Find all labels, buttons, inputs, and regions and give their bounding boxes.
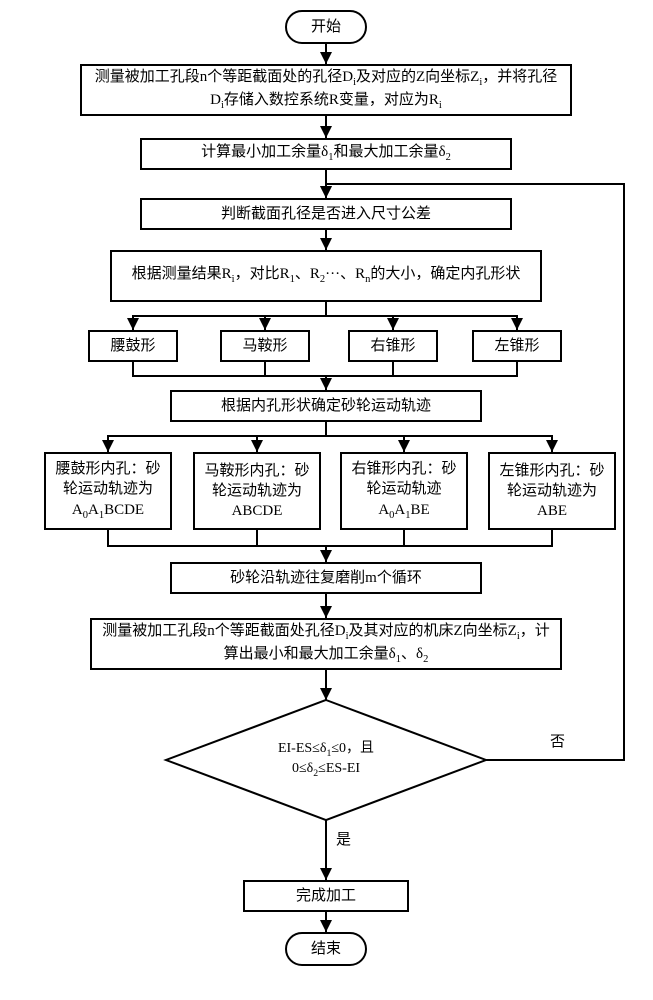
end-terminal: 结束 bbox=[285, 932, 367, 966]
start-terminal: 开始 bbox=[285, 10, 367, 44]
traj-left-cone: 左锥形内孔：砂轮运动轨迹为ABE bbox=[488, 452, 616, 530]
process-compare-r: 根据测量结果Ri，对比R1、R2···、Rn的大小，确定内孔形状 bbox=[110, 250, 542, 302]
edge-label-no: 否 bbox=[550, 730, 565, 751]
decision-tolerance-check: EI-ES≤δ1≤0，且0≤δ2≤ES-EI bbox=[166, 700, 486, 820]
text: 左锥形 bbox=[494, 336, 539, 356]
text: 马鞍形内孔：砂轮运动轨迹为ABCDE bbox=[201, 461, 313, 522]
process-determine-path: 根据内孔形状确定砂轮运动轨迹 bbox=[170, 390, 482, 422]
process-complete: 完成加工 bbox=[243, 880, 409, 912]
text: 左锥形内孔：砂轮运动轨迹为ABE bbox=[496, 461, 608, 522]
text: 砂轮沿轨迹往复磨削m个循环 bbox=[230, 568, 422, 588]
end-label: 结束 bbox=[311, 939, 341, 959]
process-measure-initial: 测量被加工孔段n个等距截面处的孔径Di及对应的Z向坐标Zi，并将孔径Di存储入数… bbox=[80, 64, 572, 116]
traj-right-cone: 右锥形内孔：砂轮运动轨迹A0A1BE bbox=[340, 452, 468, 530]
text: 测量被加工孔段n个等距截面处孔径Di及其对应的机床Z向坐标Zi，计算出最小和最大… bbox=[98, 621, 554, 667]
process-grind-loop: 砂轮沿轨迹往复磨削m个循环 bbox=[170, 562, 482, 594]
text: 腰鼓形内孔：砂轮运动轨迹为A0A1BCDE bbox=[52, 459, 164, 523]
edge-label-yes: 是 bbox=[336, 828, 351, 849]
traj-waist-drum: 腰鼓形内孔：砂轮运动轨迹为A0A1BCDE bbox=[44, 452, 172, 530]
text: 马鞍形 bbox=[242, 336, 287, 356]
text: 根据内孔形状确定砂轮运动轨迹 bbox=[221, 396, 431, 416]
flowchart-canvas: 开始 测量被加工孔段n个等距截面处的孔径Di及对应的Z向坐标Zi，并将孔径Di存… bbox=[10, 10, 643, 990]
text: 计算最小加工余量δ1和最大加工余量δ2 bbox=[201, 142, 451, 165]
traj-saddle: 马鞍形内孔：砂轮运动轨迹为ABCDE bbox=[193, 452, 321, 530]
text: 腰鼓形 bbox=[110, 336, 155, 356]
text: 右锥形内孔：砂轮运动轨迹A0A1BE bbox=[348, 459, 460, 523]
text: 根据测量结果Ri，对比R1、R2···、Rn的大小，确定内孔形状 bbox=[132, 264, 521, 287]
text: 判断截面孔径是否进入尺寸公差 bbox=[221, 204, 431, 224]
process-judge-tolerance: 判断截面孔径是否进入尺寸公差 bbox=[140, 198, 512, 230]
shape-right-cone: 右锥形 bbox=[348, 330, 438, 362]
shape-saddle: 马鞍形 bbox=[220, 330, 310, 362]
process-remeasure: 测量被加工孔段n个等距截面处孔径Di及其对应的机床Z向坐标Zi，计算出最小和最大… bbox=[90, 618, 562, 670]
decision-text: EI-ES≤δ1≤0，且0≤δ2≤ES-EI bbox=[166, 740, 486, 780]
text: 测量被加工孔段n个等距截面处的孔径Di及对应的Z向坐标Zi，并将孔径Di存储入数… bbox=[88, 67, 564, 113]
text: 右锥形 bbox=[370, 336, 415, 356]
shape-left-cone: 左锥形 bbox=[472, 330, 562, 362]
shape-waist-drum: 腰鼓形 bbox=[88, 330, 178, 362]
text: 完成加工 bbox=[296, 886, 356, 906]
process-calc-allowance: 计算最小加工余量δ1和最大加工余量δ2 bbox=[140, 138, 512, 170]
start-label: 开始 bbox=[311, 17, 341, 37]
